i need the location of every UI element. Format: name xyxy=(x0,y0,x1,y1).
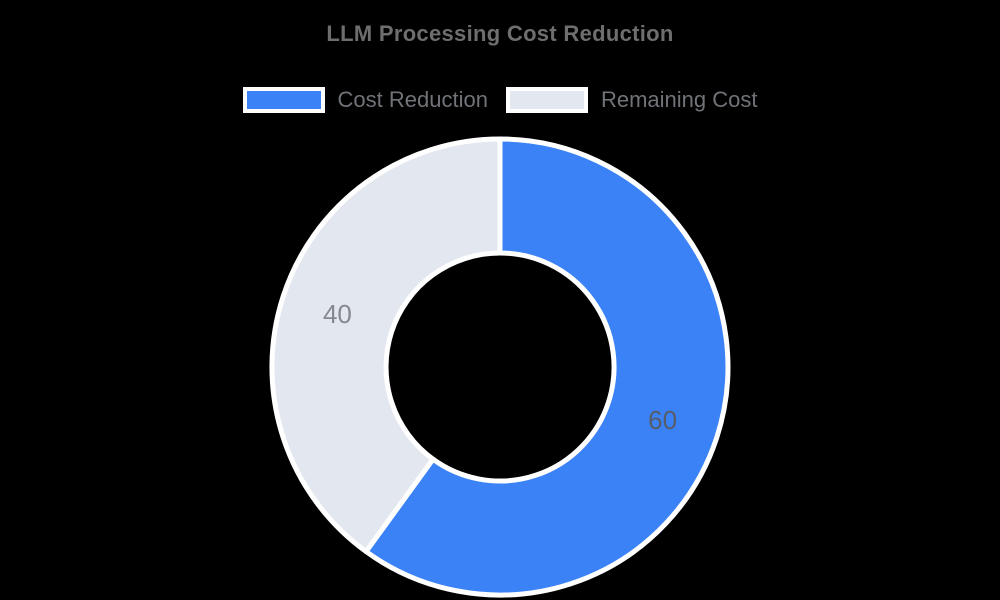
legend-item-cost-reduction[interactable]: Cost Reduction xyxy=(242,87,488,113)
legend-label: Remaining Cost xyxy=(600,87,758,112)
pie-slice-cost-reduction[interactable] xyxy=(363,136,731,598)
legend-item-remaining-cost[interactable]: Remaining Cost xyxy=(505,87,758,113)
chart-legend: Cost Reduction Remaining Cost xyxy=(0,87,1000,113)
legend-swatch-icon xyxy=(505,87,588,113)
legend-label: Cost Reduction xyxy=(337,87,488,112)
slice-value-label: 40 xyxy=(323,299,352,329)
pie-slice-remaining-cost[interactable] xyxy=(269,136,503,554)
chart-title: LLM Processing Cost Reduction xyxy=(326,21,674,46)
slice-value-label: 60 xyxy=(648,405,677,435)
legend-swatch-icon xyxy=(242,87,325,113)
